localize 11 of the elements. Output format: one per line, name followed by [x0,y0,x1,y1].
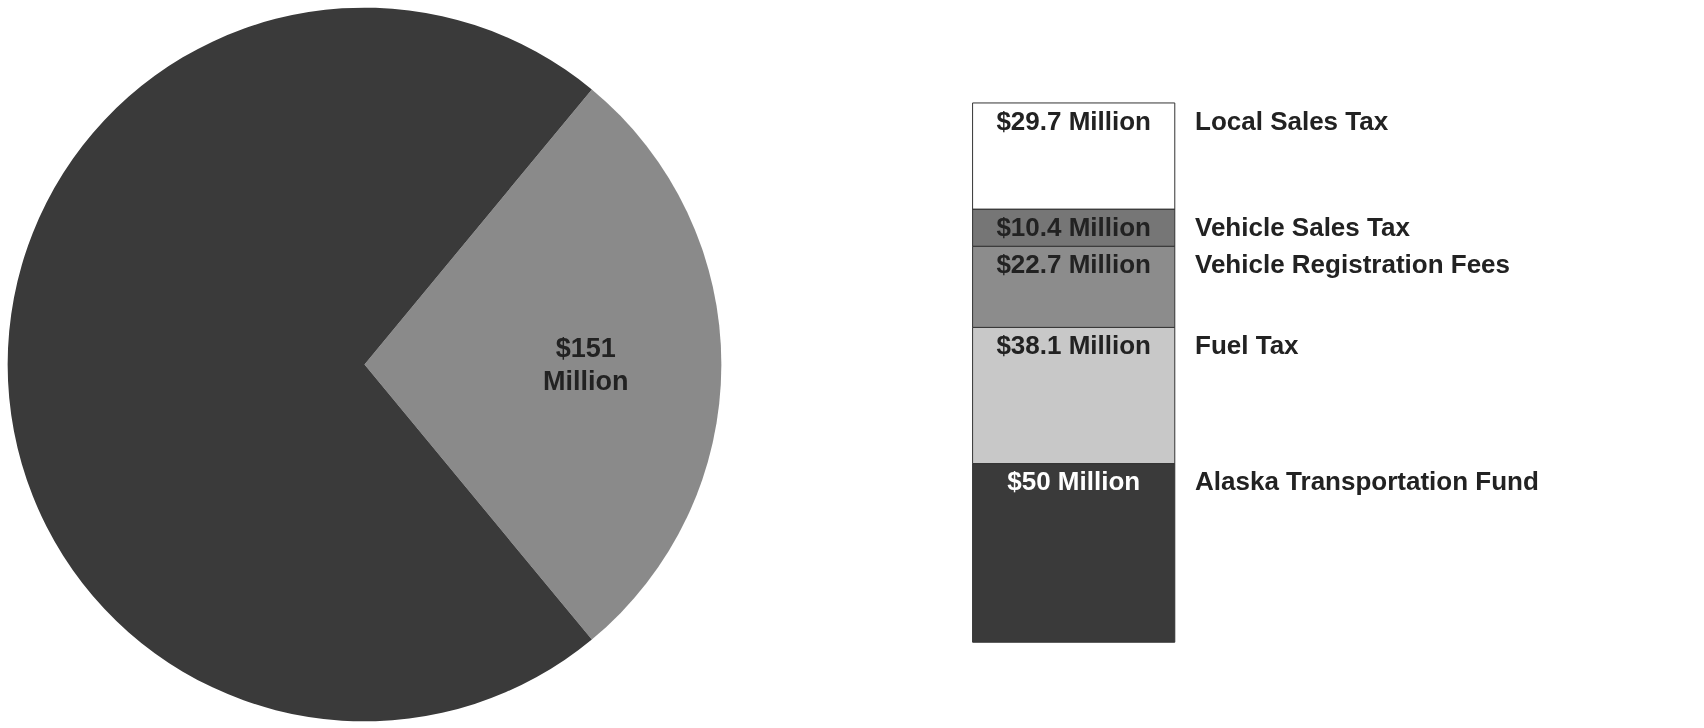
series-label: Vehicle Registration Fees [1195,249,1511,280]
series-label: Fuel Tax [1195,330,1300,361]
data-label: $50 Million [1007,466,1141,497]
data-label: $22.7 Million [996,249,1151,280]
series-label: Local Sales Tax [1195,105,1389,136]
series-label: Alaska Transportation Fund [1195,466,1539,497]
data-label: $38.1 Million [996,330,1151,361]
data-label: $29.7 Million [996,105,1151,136]
data-label: $10.4 Million [996,211,1151,242]
series-label: Vehicle Sales Tax [1195,211,1411,242]
data-label: $151 Million [543,333,629,396]
